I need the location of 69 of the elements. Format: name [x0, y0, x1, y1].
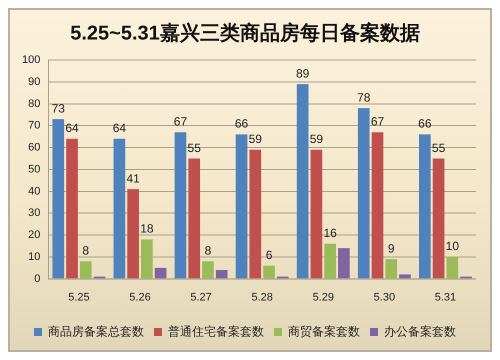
bar [372, 132, 384, 278]
bar [399, 274, 411, 278]
bar [310, 150, 322, 278]
legend-label: 商品房备案总套数 [48, 324, 144, 338]
y-tick-label: 80 [28, 98, 40, 110]
data-label: 6 [266, 248, 273, 262]
bar [216, 270, 228, 278]
data-label: 8 [82, 244, 90, 258]
y-tick-label: 60 [28, 142, 40, 154]
data-label: 10 [446, 239, 460, 254]
data-label: 67 [174, 114, 188, 129]
bar [236, 134, 248, 278]
bar [432, 158, 444, 278]
data-label: 41 [126, 171, 140, 186]
bar [141, 239, 153, 278]
y-tick-label: 70 [28, 120, 40, 132]
data-label: 8 [204, 244, 212, 258]
data-label: 89 [296, 66, 310, 80]
data-label: 67 [370, 114, 384, 129]
legend-label: 办公备案套数 [384, 324, 456, 338]
y-tick-label: 20 [28, 229, 40, 242]
chart-title: 5.25~5.31嘉兴三类商品房每日备案数据 [70, 22, 420, 45]
bar [418, 134, 431, 278]
data-label: 66 [418, 116, 432, 131]
x-tick-label: 5.29 [312, 291, 334, 304]
data-label: 9 [388, 241, 395, 256]
y-tick-label: 90 [28, 76, 40, 88]
y-tick-label: 50 [28, 163, 40, 176]
data-label: 66 [234, 116, 249, 131]
bar [358, 108, 370, 278]
bar [127, 189, 139, 278]
legend-label: 商贸备案套数 [288, 324, 360, 338]
data-label: 55 [432, 140, 446, 155]
y-tick-label: 0 [34, 272, 40, 285]
bar [154, 268, 166, 278]
bar [338, 248, 350, 278]
bar [80, 261, 92, 278]
x-tick-label: 5.28 [251, 291, 273, 304]
bar [324, 244, 336, 278]
bar [188, 158, 200, 278]
y-tick-label: 40 [28, 185, 40, 198]
bar [66, 138, 78, 278]
y-tick-label: 30 [28, 207, 40, 220]
bar [52, 119, 64, 278]
data-label: 59 [310, 132, 324, 146]
bar [249, 150, 262, 278]
data-label: 59 [248, 132, 262, 146]
data-label: 78 [357, 90, 371, 104]
x-tick-label: 5.25 [68, 291, 90, 304]
y-tick-label: 100 [22, 54, 40, 66]
data-label: 18 [140, 222, 154, 236]
bar [296, 84, 308, 278]
y-tick-label: 10 [28, 250, 40, 263]
data-label: 16 [323, 226, 338, 240]
bar [114, 138, 126, 278]
legend-label: 普通住宅备案套数 [168, 324, 264, 338]
x-tick-label: 5.27 [190, 291, 212, 304]
x-tick-label: 5.26 [129, 291, 151, 304]
x-tick-label: 5.30 [374, 291, 396, 304]
bar [263, 266, 275, 278]
data-label: 64 [112, 121, 126, 136]
data-label: 73 [52, 101, 66, 116]
data-label: 64 [65, 121, 80, 136]
bar [446, 256, 458, 278]
bar [174, 132, 186, 278]
bar [202, 261, 214, 278]
bar [385, 259, 398, 278]
x-tick-label: 5.31 [434, 291, 456, 304]
data-label: 55 [188, 140, 202, 155]
